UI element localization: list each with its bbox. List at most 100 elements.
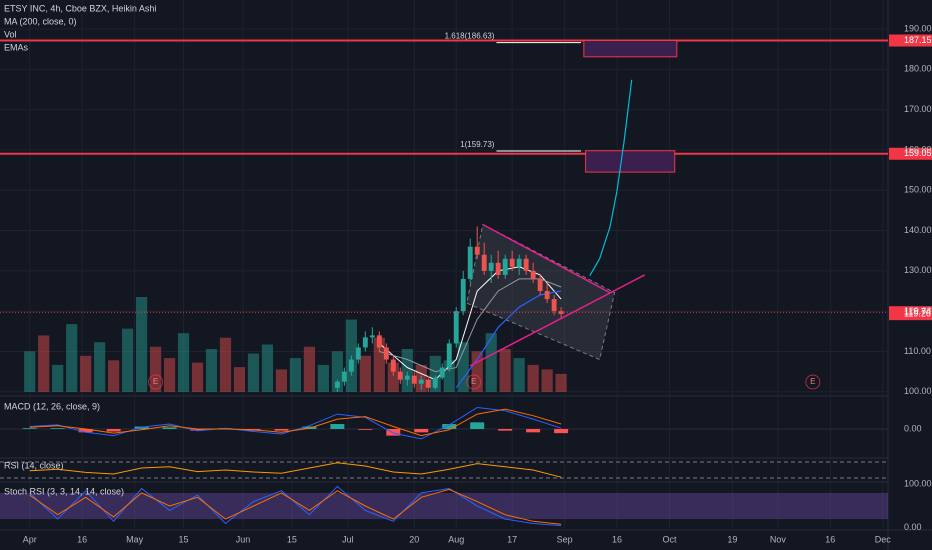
candle-body xyxy=(481,254,487,271)
price-label: 187.15 xyxy=(904,35,932,45)
price-tag xyxy=(889,308,932,321)
candle-body xyxy=(334,381,340,388)
volume-bar xyxy=(555,373,567,392)
fib-label: 1.618(186.63) xyxy=(445,32,495,41)
x-tick-label: 19 xyxy=(727,534,737,544)
x-tick-label: 16 xyxy=(77,534,87,544)
candle-body xyxy=(425,379,431,388)
volume-bar xyxy=(289,358,302,392)
candle-body xyxy=(502,258,508,275)
volume-bar xyxy=(149,346,162,392)
x-tick-label: 16 xyxy=(825,534,835,544)
earnings-marker xyxy=(148,374,164,390)
volume-bar xyxy=(52,364,64,392)
volume-bar xyxy=(177,333,190,392)
candle-body xyxy=(551,299,557,312)
macd-histogram-bar xyxy=(50,428,65,429)
candle-body xyxy=(383,347,389,360)
grid-layer xyxy=(0,0,888,530)
y-tick-label: 110.00 xyxy=(904,346,931,356)
macd-histogram-bar xyxy=(78,429,93,433)
price-label: 119.26 xyxy=(904,309,931,319)
earnings-label: E xyxy=(153,377,158,386)
stoch-band xyxy=(0,492,888,520)
macd-histogram-bar xyxy=(470,422,485,429)
x-tick-label: Apr xyxy=(23,534,37,544)
candle-body xyxy=(362,337,368,348)
y-tick-label: 180.00 xyxy=(904,64,932,74)
x-tick-label: Sep xyxy=(557,534,573,544)
y-tick-label: 130.00 xyxy=(904,265,932,275)
x-tick-label: Nov xyxy=(770,534,787,544)
candle-body xyxy=(369,335,375,338)
candle-body xyxy=(348,359,354,372)
y-tick-label: 100.00 xyxy=(904,386,932,396)
volume-bar xyxy=(513,358,525,392)
trend-line xyxy=(469,274,646,367)
target-box xyxy=(583,40,678,58)
volume-bar xyxy=(135,297,148,392)
volume-bar xyxy=(443,360,455,392)
macd-histogram-bar xyxy=(554,429,569,434)
rsi-line xyxy=(29,462,562,478)
volume-bar xyxy=(261,344,274,392)
candle-body xyxy=(509,258,515,267)
candle-body xyxy=(418,379,424,384)
volume-bar xyxy=(247,353,260,392)
candle-body xyxy=(355,347,361,360)
x-tick-label: Jun xyxy=(236,534,251,544)
volume-bar xyxy=(122,328,134,392)
marks-layer xyxy=(0,34,932,527)
macd-title: MACD (12, 26, close, 9) xyxy=(4,401,100,411)
volume-bar xyxy=(205,349,218,392)
volume-bar xyxy=(38,335,50,392)
volume-bar xyxy=(219,337,232,392)
stoch-tick-label: 100.00 xyxy=(904,479,932,489)
y-tick-label: 150.00 xyxy=(904,185,932,195)
candle-body xyxy=(376,335,382,348)
volume-bar xyxy=(387,362,399,392)
candle-body xyxy=(341,371,347,382)
volume-bar xyxy=(527,364,539,392)
y-tick-label: 160.00 xyxy=(904,144,932,154)
macd-histogram-bar xyxy=(106,429,121,432)
x-tick-label: 15 xyxy=(287,534,297,544)
macd-histogram-bar xyxy=(526,429,541,433)
x-tick-label: May xyxy=(126,534,144,544)
volume-bar xyxy=(163,358,176,392)
volume-bar xyxy=(541,369,553,392)
indicator-label: Vol xyxy=(4,29,17,39)
candle-body xyxy=(516,258,522,267)
volume-bar xyxy=(499,349,511,392)
y-tick-label: 170.00 xyxy=(904,104,932,114)
candle-body xyxy=(544,291,550,300)
volume-bar xyxy=(275,369,288,392)
fib-label: 1(159.73) xyxy=(460,140,495,149)
macd-histogram-bar xyxy=(386,429,401,436)
candle-body xyxy=(467,246,473,279)
macd-histogram-bar xyxy=(190,429,205,431)
candle-body xyxy=(446,343,452,368)
earnings-marker xyxy=(805,374,821,390)
volume-bar xyxy=(80,355,92,392)
x-tick-label: 20 xyxy=(409,534,419,544)
earnings-marker xyxy=(466,374,482,390)
stoch-title: Stoch RSI (3, 3, 14, 14, close) xyxy=(4,486,124,496)
chart-title: ETSY INC, 4h, Cboe BZX, Heikin Ashi xyxy=(4,3,156,13)
x-tick-label: 17 xyxy=(507,534,517,544)
price-label: 119.74 xyxy=(904,307,931,317)
volume-bar xyxy=(191,362,204,392)
x-tick-label: Oct xyxy=(662,534,677,544)
volume-bar xyxy=(66,324,78,392)
macd-histogram-bar xyxy=(414,429,429,433)
macd-histogram-bar xyxy=(274,429,289,431)
stoch-d-line xyxy=(29,488,562,525)
earnings-label: E xyxy=(810,377,815,386)
trend-line xyxy=(482,223,611,294)
target-box xyxy=(585,150,676,173)
indicator-label: MA (200, close, 0) xyxy=(4,16,77,26)
x-tick-label: 16 xyxy=(612,534,622,544)
candle-body xyxy=(537,278,543,292)
